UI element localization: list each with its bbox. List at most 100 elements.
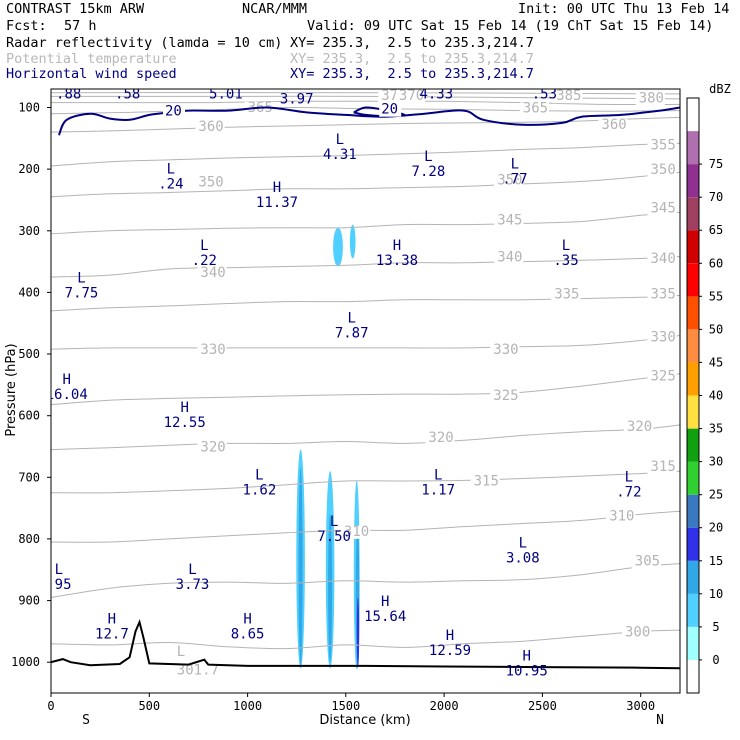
- theta-contour-370: [51, 100, 680, 106]
- extrema-value-24: 3.73: [176, 577, 210, 593]
- colorbar-label-13: 65: [709, 223, 723, 237]
- theta-label-bg-34: [173, 646, 187, 659]
- terrain-layer: [51, 618, 680, 670]
- colorbar-label-5: 25: [709, 488, 723, 502]
- colorbar-label-15: 75: [709, 157, 723, 171]
- extrema-letter-25: H: [381, 594, 389, 610]
- theta-label-bg-4: [635, 92, 665, 106]
- theta-label-33: 301.7: [177, 663, 219, 679]
- y-tick-label-4: 500: [18, 347, 40, 361]
- extrema-value-9: .24: [158, 176, 183, 192]
- theta-label-bg-23: [647, 370, 677, 384]
- colorbar-label-1: 5: [712, 620, 719, 634]
- extrema-letter-19: L: [434, 468, 442, 484]
- theta-contour-345: [51, 211, 680, 235]
- reflectivity-cell-7: [333, 227, 343, 267]
- theta-contour-300: [51, 629, 680, 650]
- extrema-value-21: 7.50: [317, 529, 351, 545]
- extrema-letter-16: H: [62, 372, 70, 388]
- theta-label-bg-30: [606, 510, 636, 524]
- theta-label-28: 315: [474, 473, 499, 489]
- colorbar-label-7: 35: [709, 422, 723, 436]
- theta-label-bg-12: [494, 214, 524, 228]
- extrema-letter-15: L: [347, 311, 355, 327]
- extrema-value-14: 7.75: [65, 286, 99, 302]
- x-tick-label-0: 0: [47, 699, 54, 713]
- theta-contour-340: [51, 256, 680, 278]
- extrema-letter-12: H: [393, 238, 401, 254]
- theta-contour-355: [51, 142, 680, 167]
- extrema-letter-6: L: [336, 132, 344, 148]
- plot-frame: [50, 88, 681, 694]
- theta-label-15: 340: [651, 251, 676, 267]
- extrema-letter-24: L: [188, 562, 196, 578]
- colorbar-label-0: 0: [712, 653, 719, 667]
- x-tick-label-5: 2500: [528, 699, 557, 713]
- theta-label-bg-5: [519, 102, 549, 116]
- y-tick-label-3: 400: [18, 285, 40, 299]
- colorbar: 0 5 10 15 20 25 30 35 40 45 50 55 60 65 70 75 dBZ: [686, 82, 731, 694]
- colorbar-segment-11: [687, 296, 699, 330]
- extrema-letter-20: L: [625, 470, 633, 486]
- x-axis-left-label: S: [82, 713, 90, 728]
- extrema-letter-13: L: [562, 238, 570, 254]
- theta-label-bg-33: [173, 664, 220, 678]
- y-tick-label-7: 800: [18, 532, 40, 546]
- extrema-letter-21: L: [330, 514, 338, 530]
- extrema-value-13: .35: [553, 253, 578, 269]
- extrema-value-0: .88: [56, 86, 81, 102]
- extrema-value-10: 11.37: [256, 195, 298, 211]
- extrema-letter-2: L: [222, 71, 230, 87]
- theta-label-13: 345: [651, 200, 676, 216]
- theta-label-bg-18: [647, 288, 677, 302]
- colorbar-label-11: 55: [709, 289, 723, 303]
- y-tick-label-1: 200: [18, 162, 40, 176]
- theta-contour-310: [51, 510, 680, 543]
- extrema-value-23: .95: [46, 577, 71, 593]
- y-tick-label-8: 900: [18, 594, 40, 608]
- extrema-value-26: 12.7: [95, 626, 129, 642]
- extrema-letter-22: L: [519, 536, 527, 552]
- theta-label-19: 330: [200, 342, 225, 358]
- theta-label-23: 325: [651, 369, 676, 385]
- theta-contour-315: [51, 470, 680, 494]
- field1-xy: XY= 235.3, 2.5 to 235.3,214.7: [290, 35, 534, 51]
- colorbar-segment-17: [687, 98, 699, 132]
- theta-label-2: 370: [399, 88, 424, 104]
- extrema-value-19: 1.17: [421, 483, 455, 499]
- theta-contour-330: [51, 335, 680, 350]
- y-tick-label-0: 100: [18, 101, 40, 115]
- extrema-letter-28: H: [446, 628, 454, 644]
- theta-label-bg-32: [622, 626, 652, 640]
- theta-label-bg-11: [647, 164, 677, 178]
- extrema-letter-17: H: [180, 400, 188, 416]
- x-tick-label-4: 2000: [430, 699, 459, 713]
- theta-label-bg-6: [195, 120, 225, 134]
- extrema-value-5: .53: [532, 86, 557, 102]
- theta-label-26: 320: [627, 419, 652, 435]
- field2-name: Potential temperature: [6, 51, 177, 67]
- header-fcst-label: Fcst:: [6, 18, 47, 34]
- theta-label-bg-7: [598, 119, 628, 133]
- extrema-letter-4: L: [432, 71, 440, 87]
- field2-xy: XY= 235.3, 2.5 to 235.3,214.7: [290, 51, 534, 67]
- theta-label-bg-15: [647, 252, 677, 266]
- extrema-letter-14: L: [77, 271, 85, 287]
- y-tick-label-9: 1000: [11, 655, 40, 669]
- extrema-value-22: 3.08: [506, 551, 540, 567]
- field3-name: Horizontal wind speed: [6, 66, 177, 82]
- y-tick-label-6: 700: [18, 470, 40, 484]
- extrema-letter-9: L: [167, 161, 175, 177]
- colorbar-label-9: 45: [709, 355, 723, 369]
- colorbar-label-12: 60: [709, 256, 723, 270]
- theta-label-bg-3: [553, 90, 583, 104]
- extrema-letter-23: L: [55, 562, 63, 578]
- colorbar-segment-2: [687, 593, 699, 627]
- wind-label-1: 20: [381, 102, 398, 118]
- extrema-value-25: 15.64: [364, 609, 406, 625]
- field1-name: Radar reflectivity (lamda = 10 cm): [6, 35, 283, 51]
- theta-label-bg-24: [197, 441, 227, 455]
- extrema-value-1: .58: [115, 86, 140, 102]
- colorbar-segment-10: [687, 329, 699, 363]
